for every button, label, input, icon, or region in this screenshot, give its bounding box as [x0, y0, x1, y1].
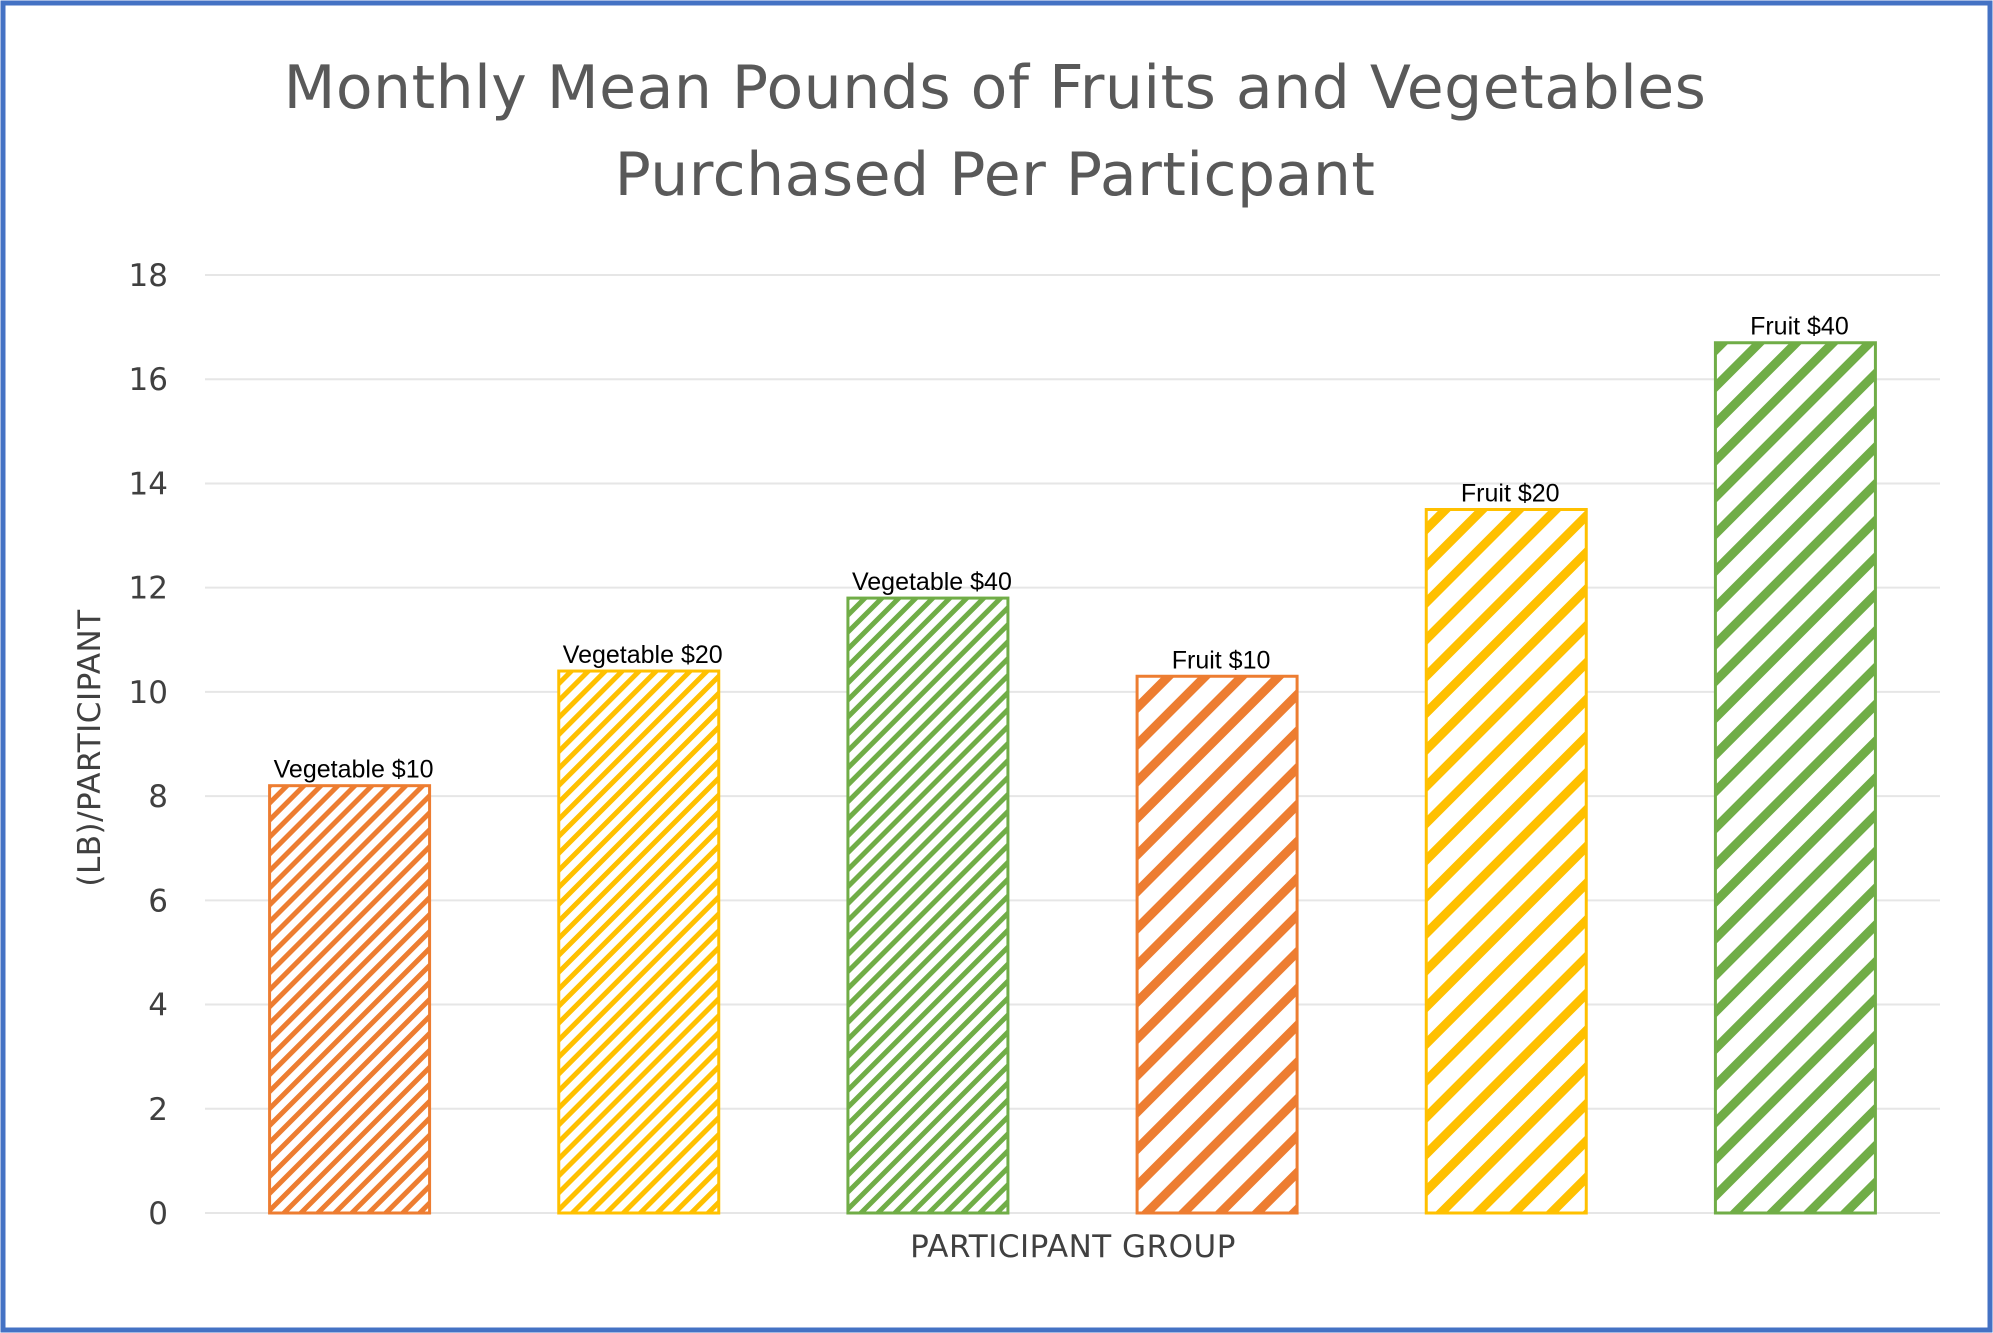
data-labels: Vegetable $10 Vegetable $20 Vegetable $40 F…	[274, 313, 1849, 784]
bar-fruit-10	[1135, 674, 1299, 1215]
chart-title-line-1: Monthly Mean Pounds of Fruits and Vegeta…	[284, 53, 1707, 123]
gridlines	[205, 274, 1940, 1214]
bar-vegetable-10	[268, 784, 432, 1215]
bar-data-label: Vegetable $40	[852, 568, 1012, 596]
bars	[268, 341, 1877, 1215]
y-tick-label: 16	[129, 362, 168, 398]
y-tick-label: 8	[148, 779, 168, 815]
y-tick-label: 18	[129, 258, 168, 294]
y-tick-label: 6	[148, 883, 168, 919]
y-tick-label: 2	[148, 1092, 168, 1128]
x-axis-title: PARTICIPANT GROUP	[910, 1229, 1236, 1265]
bar-data-label: Fruit $10	[1172, 646, 1271, 674]
bar-data-label: Vegetable $20	[563, 641, 723, 669]
bar-data-label: Fruit $20	[1461, 480, 1560, 508]
bar-vegetable-40	[846, 596, 1010, 1215]
y-tick-label: 10	[129, 675, 168, 711]
bar-vegetable-20	[557, 669, 721, 1215]
y-axis-ticks: 0 2 4 6 8 10 12 14 16 18	[129, 258, 168, 1232]
y-axis-title: (LB)/PARTICIPANT	[72, 609, 108, 887]
chart-title-line-2: Purchased Per Particpant	[615, 140, 1376, 210]
y-tick-label: 0	[148, 1196, 168, 1232]
y-tick-label: 4	[148, 988, 168, 1024]
y-tick-label: 14	[129, 466, 168, 502]
bar-data-label: Fruit $40	[1750, 313, 1849, 341]
y-tick-label: 12	[129, 571, 168, 607]
bar-data-label: Vegetable $10	[274, 756, 434, 784]
bar-fruit-40	[1713, 341, 1877, 1215]
bar-fruit-20	[1424, 508, 1588, 1215]
